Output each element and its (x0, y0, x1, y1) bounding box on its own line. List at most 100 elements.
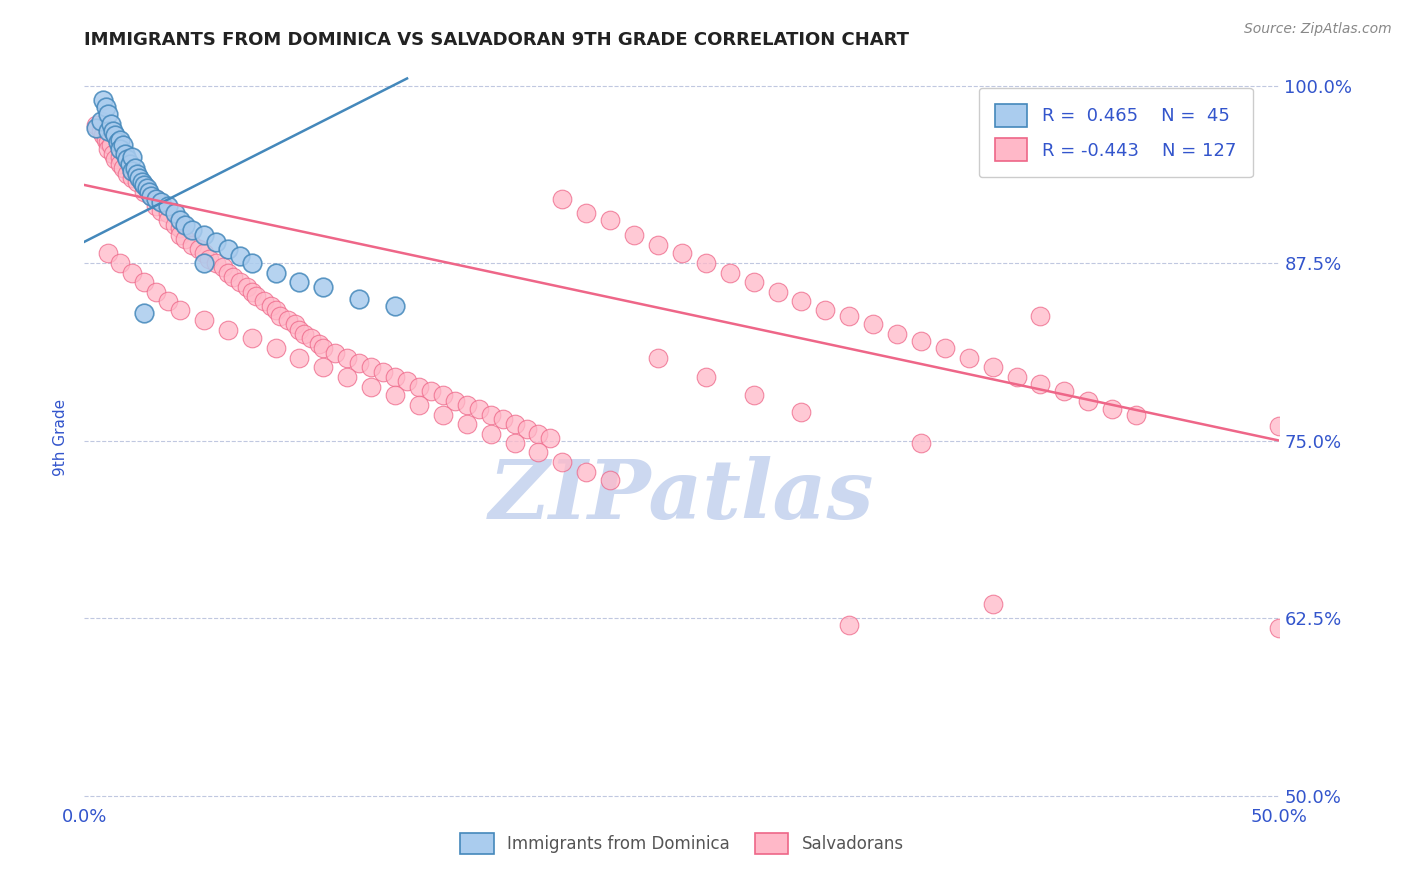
Point (97, 107, 120, 121)
Point (264, 302, 287, 317)
Legend: Immigrants from Dominica, Salvadorans: Immigrants from Dominica, Salvadorans (454, 827, 910, 860)
Point (599, 474, 621, 488)
Point (718, 266, 741, 280)
Point (288, 351, 311, 366)
Point (1125, 408, 1147, 422)
Point (1029, 376, 1052, 391)
Point (647, 351, 669, 366)
Point (862, 317, 884, 331)
Point (503, 436, 526, 450)
Point (221, 270, 243, 285)
Point (118, 156, 141, 170)
Point (110, 143, 132, 157)
Point (910, 334, 932, 349)
Point (93, 93, 115, 107)
Point (157, 199, 180, 213)
Point (111, 138, 134, 153)
Point (229, 275, 252, 289)
Point (695, 256, 717, 270)
Point (910, 436, 932, 450)
Point (790, 294, 813, 309)
Point (838, 618, 860, 632)
Point (671, 246, 693, 260)
Point (90, 114, 112, 128)
Point (292, 327, 315, 342)
Point (432, 408, 454, 422)
Point (121, 150, 143, 164)
Point (527, 445, 550, 459)
Point (269, 309, 291, 323)
Point (396, 374, 419, 388)
Point (169, 213, 191, 227)
Point (695, 369, 717, 384)
Point (551, 192, 574, 206)
Point (479, 426, 502, 441)
Point (1029, 309, 1052, 323)
Point (408, 379, 430, 393)
Point (492, 412, 515, 426)
Point (308, 337, 330, 351)
Point (217, 323, 239, 337)
Point (384, 388, 406, 402)
Point (157, 206, 180, 220)
Point (360, 359, 382, 374)
Point (384, 299, 406, 313)
Point (384, 369, 406, 384)
Point (145, 192, 167, 206)
Point (101, 124, 124, 138)
Point (814, 302, 837, 317)
Point (288, 323, 311, 337)
Point (157, 294, 180, 309)
Point (97, 136, 120, 150)
Point (284, 317, 307, 331)
Point (97, 246, 120, 260)
Point (121, 170, 143, 185)
Point (886, 327, 908, 342)
Point (1268, 621, 1291, 635)
Point (647, 237, 669, 252)
Point (107, 136, 129, 150)
Point (104, 128, 127, 143)
Point (1268, 419, 1291, 434)
Point (188, 242, 211, 256)
Point (336, 351, 359, 366)
Point (205, 235, 228, 249)
Point (132, 178, 156, 192)
Point (131, 175, 153, 189)
Point (121, 266, 143, 280)
Point (114, 146, 136, 161)
Point (121, 163, 143, 178)
Point (132, 185, 156, 199)
Point (100, 138, 122, 153)
Point (432, 388, 454, 402)
Point (623, 227, 645, 242)
Point (312, 341, 335, 355)
Point (229, 249, 252, 263)
Point (253, 294, 276, 309)
Point (1053, 384, 1076, 398)
Point (104, 153, 127, 167)
Point (479, 408, 502, 422)
Point (93, 128, 115, 143)
Point (1005, 369, 1028, 384)
Point (260, 299, 283, 313)
Point (468, 402, 491, 417)
Point (981, 597, 1004, 611)
Point (86, 119, 108, 133)
Point (145, 199, 167, 213)
Point (124, 161, 146, 175)
Point (212, 260, 235, 275)
Point (236, 280, 259, 294)
Point (742, 275, 765, 289)
Point (100, 117, 122, 131)
Point (169, 302, 191, 317)
Point (110, 256, 132, 270)
Point (934, 341, 956, 355)
Point (173, 218, 195, 232)
Point (181, 237, 204, 252)
Point (301, 331, 323, 345)
Point (240, 331, 263, 345)
Text: IMMIGRANTS FROM DOMINICA VS SALVADORAN 9TH GRADE CORRELATION CHART: IMMIGRANTS FROM DOMINICA VS SALVADORAN 9… (84, 31, 910, 49)
Point (575, 465, 598, 479)
Point (193, 227, 215, 242)
